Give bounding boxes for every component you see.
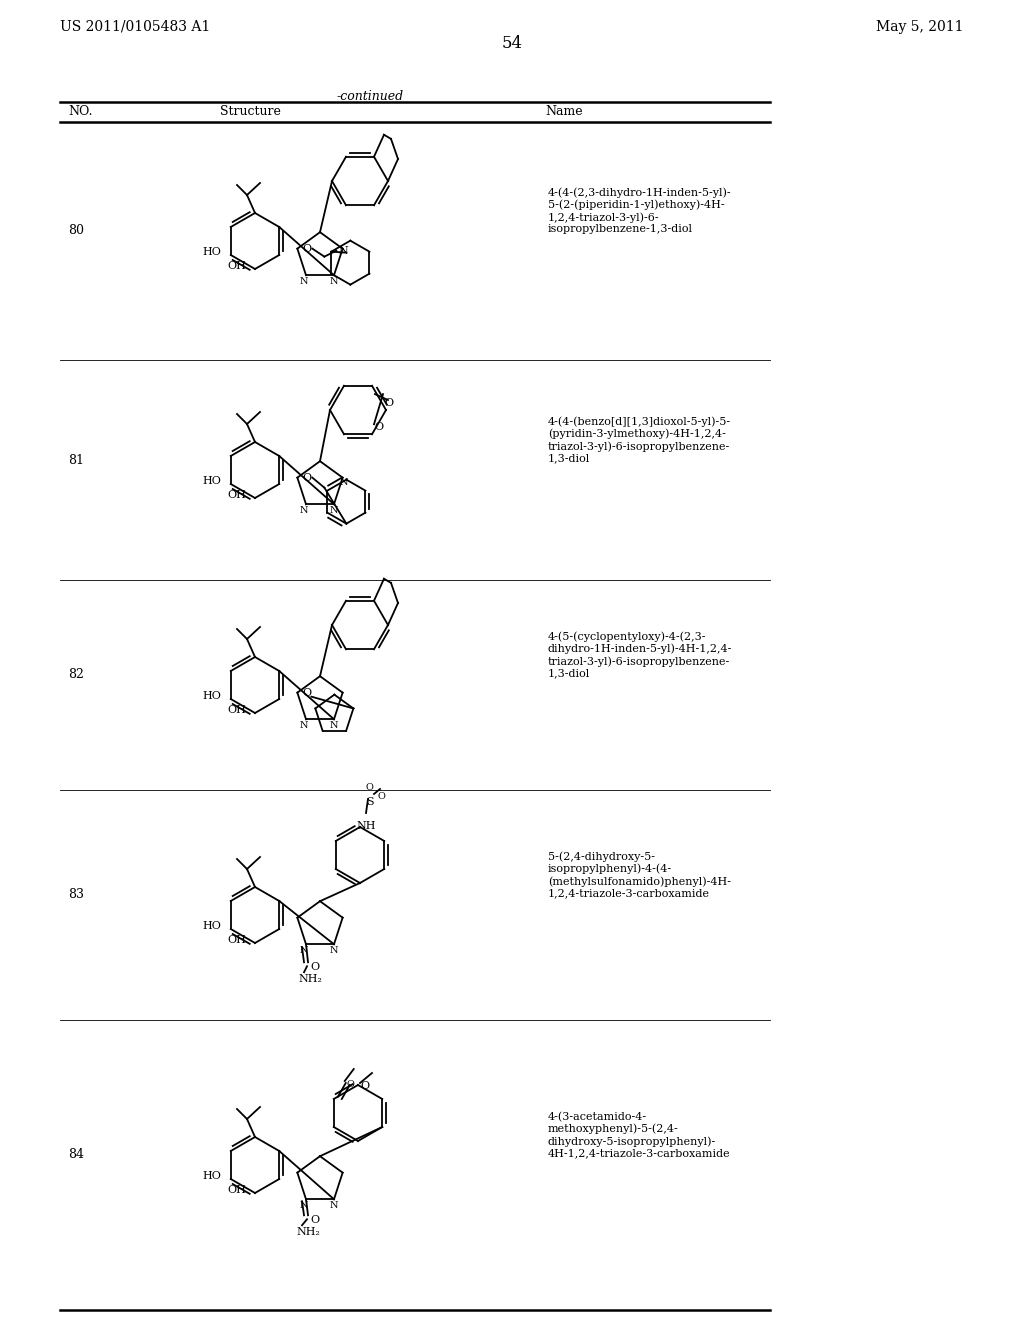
Text: N: N xyxy=(300,946,308,956)
Text: NO.: NO. xyxy=(68,106,92,117)
Text: May 5, 2011: May 5, 2011 xyxy=(877,20,964,34)
Text: S: S xyxy=(366,797,374,807)
Text: O: O xyxy=(360,1081,369,1092)
Text: 54: 54 xyxy=(502,36,522,51)
Text: -continued: -continued xyxy=(337,90,403,103)
Text: 84: 84 xyxy=(68,1148,84,1162)
Text: HO: HO xyxy=(203,477,221,486)
Text: HO: HO xyxy=(203,921,221,931)
Text: N: N xyxy=(330,721,339,730)
Text: O: O xyxy=(310,1216,319,1225)
Text: OH: OH xyxy=(227,705,246,715)
Text: NH: NH xyxy=(356,821,376,832)
Text: O: O xyxy=(302,688,311,698)
Text: N: N xyxy=(339,478,347,487)
Text: NH₂: NH₂ xyxy=(298,974,322,985)
Text: 4-(4-(2,3-dihydro-1H-inden-5-yl)-
5-(2-(piperidin-1-yl)ethoxy)-4H-
1,2,4-triazol: 4-(4-(2,3-dihydro-1H-inden-5-yl)- 5-(2-(… xyxy=(548,187,731,235)
Text: OH: OH xyxy=(227,1185,246,1195)
Text: O: O xyxy=(310,962,319,973)
Text: NH₂: NH₂ xyxy=(296,1228,319,1237)
Text: 4-(4-(benzo[d][1,3]dioxol-5-yl)-5-
(pyridin-3-ylmethoxy)-4H-1,2,4-
triazol-3-yl): 4-(4-(benzo[d][1,3]dioxol-5-yl)-5- (pyri… xyxy=(548,417,731,463)
Text: N: N xyxy=(330,277,339,286)
Text: O: O xyxy=(302,244,311,253)
Text: N: N xyxy=(330,946,339,956)
Text: Structure: Structure xyxy=(220,106,281,117)
Text: N: N xyxy=(300,721,308,730)
Text: 83: 83 xyxy=(68,888,84,902)
Text: N: N xyxy=(300,507,308,515)
Text: N: N xyxy=(300,1201,308,1210)
Text: HO: HO xyxy=(203,690,221,701)
Text: O: O xyxy=(366,783,374,792)
Text: OH: OH xyxy=(227,490,246,500)
Text: Name: Name xyxy=(545,106,583,117)
Text: O: O xyxy=(378,792,386,801)
Text: O: O xyxy=(302,473,311,483)
Text: O: O xyxy=(347,1080,354,1089)
Text: 82: 82 xyxy=(68,668,84,681)
Text: N: N xyxy=(330,507,339,515)
Text: N: N xyxy=(330,1201,339,1210)
Text: 4-(5-(cyclopentyloxy)-4-(2,3-
dihydro-1H-inden-5-yl)-4H-1,2,4-
triazol-3-yl)-6-i: 4-(5-(cyclopentyloxy)-4-(2,3- dihydro-1H… xyxy=(548,632,732,678)
Text: O: O xyxy=(384,399,393,408)
Text: 5-(2,4-dihydroxy-5-
isopropylphenyl)-4-(4-
(methylsulfonamido)phenyl)-4H-
1,2,4-: 5-(2,4-dihydroxy-5- isopropylphenyl)-4-(… xyxy=(548,851,731,899)
Text: US 2011/0105483 A1: US 2011/0105483 A1 xyxy=(60,20,210,34)
Text: HO: HO xyxy=(203,1171,221,1181)
Text: N: N xyxy=(338,246,348,256)
Text: OH: OH xyxy=(227,935,246,945)
Text: N: N xyxy=(300,277,308,286)
Text: O: O xyxy=(374,422,383,432)
Text: 4-(3-acetamido-4-
methoxyphenyl)-5-(2,4-
dihydroxy-5-isopropylphenyl)-
4H-1,2,4-: 4-(3-acetamido-4- methoxyphenyl)-5-(2,4-… xyxy=(548,1111,731,1158)
Text: 81: 81 xyxy=(68,454,84,466)
Text: HO: HO xyxy=(203,247,221,257)
Text: OH: OH xyxy=(227,261,246,271)
Text: 80: 80 xyxy=(68,224,84,238)
